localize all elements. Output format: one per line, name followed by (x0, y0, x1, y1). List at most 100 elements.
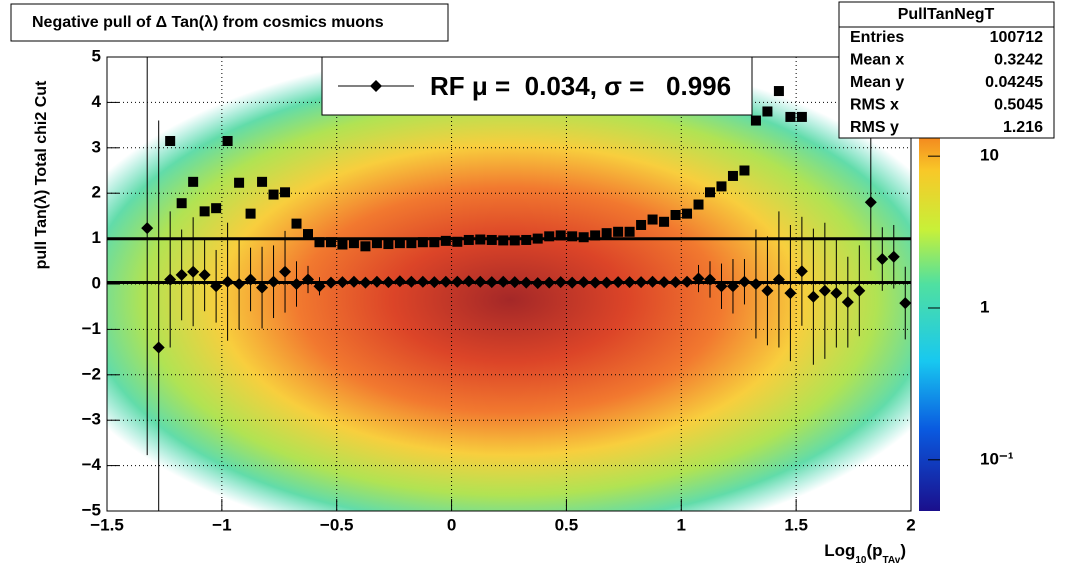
diamond-marker (726, 280, 739, 293)
y-axis-label: pull Tan(λ) Total chi2 Cut (33, 80, 50, 269)
x-tick-label: −1.5 (90, 515, 124, 534)
square-marker (613, 226, 624, 237)
title-box (10, 3, 449, 42)
diamond-marker (256, 281, 269, 294)
square-marker (750, 115, 761, 126)
diamond-marker (198, 268, 211, 281)
square-marker (222, 135, 233, 146)
square-marker (624, 226, 635, 237)
diamond-marker (807, 290, 820, 303)
square-marker (739, 165, 750, 176)
diamond-marker (302, 273, 314, 286)
diamond-marker (267, 275, 280, 288)
diamond-marker (784, 287, 797, 300)
diamond-marker (715, 280, 728, 293)
z-tick-label: 10 (980, 146, 999, 165)
stats-label: RMS x (850, 97, 899, 114)
stats-label: Mean y (850, 74, 904, 91)
diamond-marker (899, 297, 911, 310)
square-marker (532, 233, 543, 244)
square-marker (647, 214, 658, 225)
diamond-marker (324, 276, 337, 289)
stats-value: 100712 (990, 29, 1043, 46)
y-tick-label: 5 (92, 46, 101, 65)
diamond-marker (646, 275, 659, 288)
square-marker (165, 135, 176, 146)
square-marker (268, 189, 279, 200)
diamond-marker (451, 275, 464, 288)
square-marker (693, 199, 704, 210)
diamond-marker (669, 276, 682, 289)
y-tick-label: −1 (82, 319, 101, 338)
diamond-marker (577, 276, 590, 289)
x-tick-label: 1.5 (784, 515, 808, 534)
square-marker (498, 235, 509, 246)
diamond-marker (164, 273, 177, 286)
square-marker (590, 230, 601, 241)
square-marker (348, 238, 359, 249)
diamond-marker (175, 268, 188, 281)
diamond-marker (887, 250, 900, 263)
diamond-marker (841, 296, 854, 309)
diamond-marker (290, 278, 303, 290)
diamond-marker (795, 265, 808, 278)
square-marker (762, 106, 773, 117)
diamond-marker (543, 276, 556, 289)
diamond-marker (382, 276, 395, 289)
x-tick-label: 1 (677, 515, 686, 534)
diamond-marker (876, 253, 889, 266)
square-marker (659, 216, 670, 227)
square-marker (417, 237, 428, 248)
square-marker (303, 229, 313, 240)
diamond-marker (554, 276, 567, 289)
diamond-marker (508, 276, 521, 289)
square-marker (234, 177, 245, 188)
diamond-marker (749, 278, 762, 290)
square-marker (636, 219, 647, 230)
stats-value: 0.5045 (994, 97, 1043, 114)
stats-value: 0.04245 (985, 74, 1043, 91)
stats-value: 1.216 (1003, 119, 1043, 136)
square-marker (796, 111, 807, 122)
color-bar (919, 57, 940, 511)
square-marker (188, 176, 199, 187)
diamond-marker (336, 276, 349, 289)
diamond-marker (612, 276, 625, 289)
diamond-marker (347, 275, 360, 288)
stats-value: 0.3242 (994, 52, 1043, 69)
square-marker (785, 111, 796, 122)
diamond-marker (772, 273, 785, 286)
y-tick-label: −3 (82, 410, 101, 429)
square-marker (727, 170, 738, 181)
x-tick-label: −0.5 (320, 515, 354, 534)
square-marker (670, 209, 681, 220)
diamond-marker (818, 284, 831, 297)
diamond-marker (279, 265, 292, 278)
square-marker (578, 232, 589, 243)
x-axis-label: Log10(pTAv) (824, 541, 906, 565)
x-tick-label: 2 (906, 515, 915, 534)
stats-label: RMS y (850, 119, 899, 136)
legend-label: RF μ = 0.034, σ = 0.996 (430, 71, 731, 101)
diamond-marker (566, 276, 579, 289)
square-marker (199, 206, 210, 217)
square-marker (555, 230, 566, 241)
square-marker (682, 208, 693, 219)
diamond-marker (497, 275, 510, 288)
square-marker (245, 208, 256, 219)
diamond-marker (520, 276, 533, 289)
square-marker (509, 235, 520, 246)
diamond-marker (416, 275, 429, 288)
diamond-marker (474, 275, 487, 288)
diamond-marker (244, 273, 257, 286)
square-marker (383, 239, 394, 250)
x-tick-label: 0 (447, 515, 456, 534)
x-tick-label: −1 (212, 515, 231, 534)
y-tick-label: −5 (82, 500, 101, 519)
square-marker (486, 234, 497, 245)
diamond-marker (462, 275, 475, 288)
diamond-marker (658, 276, 671, 289)
diamond-marker (359, 276, 372, 289)
diamond-marker (830, 287, 843, 300)
